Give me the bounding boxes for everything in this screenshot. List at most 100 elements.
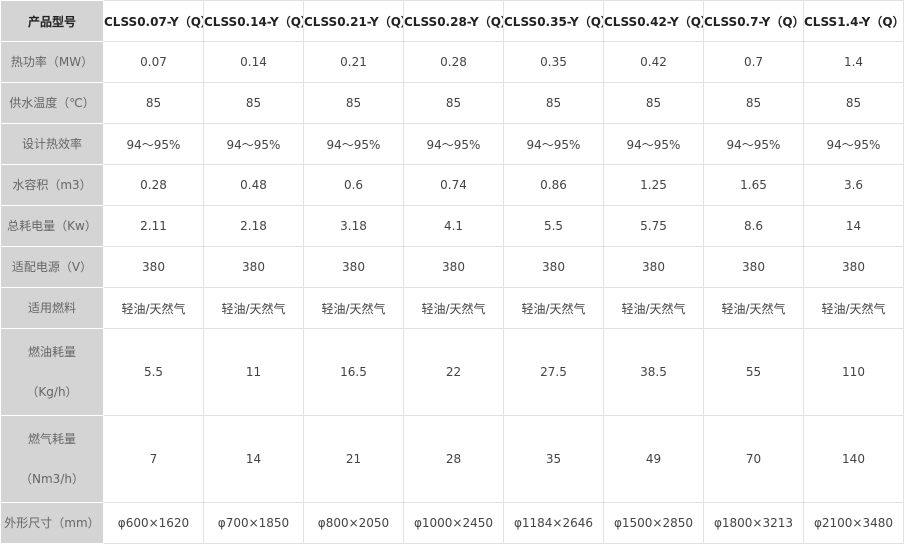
data-cell: 轻油/天然气 <box>803 287 904 329</box>
table-row: 燃气耗量 （Nm3/h） 7 14 21 28 35 49 70 140 <box>0 415 904 503</box>
header-cell: CLSS1.4-Y（Q） <box>803 0 904 42</box>
data-cell: 5.75 <box>603 205 704 247</box>
data-cell: 0.14 <box>203 41 304 83</box>
data-cell: 轻油/天然气 <box>703 287 804 329</box>
data-cell: φ1500×2850 <box>603 502 704 544</box>
table-row: 适配电源（V） 380 380 380 380 380 380 380 380 <box>0 246 904 288</box>
data-cell: 0.21 <box>303 41 404 83</box>
data-cell: 85 <box>803 82 904 124</box>
data-cell: 0.35 <box>503 41 604 83</box>
data-cell: φ700×1850 <box>203 502 304 544</box>
label-line: 供水温度（℃） <box>9 96 95 110</box>
data-cell: φ2100×3480 <box>803 502 904 544</box>
row-label: 总耗电量（Kw） <box>0 205 104 247</box>
data-cell: φ600×1620 <box>103 502 204 544</box>
header-row: 产品型号 CLSS0.07-Y（Q） CLSS0.14-Y（Q） CLSS0.21-Y… <box>0 0 904 42</box>
data-cell: 27.5 <box>503 328 604 416</box>
data-cell: 380 <box>503 246 604 288</box>
data-cell: 28 <box>403 415 504 503</box>
header-cell: CLSS0.7-Y（Q） <box>703 0 804 42</box>
data-cell: 94～95% <box>503 123 604 165</box>
data-cell: 轻油/天然气 <box>603 287 704 329</box>
label-line: 适配电源（V） <box>11 260 93 274</box>
label-line: 适用燃料 <box>27 301 76 315</box>
row-label: 适用燃料 <box>0 287 104 329</box>
label-line: 外形尺寸（mm） <box>4 516 100 530</box>
data-cell: 380 <box>103 246 204 288</box>
data-cell: 0.86 <box>503 164 604 206</box>
data-cell: 2.11 <box>103 205 204 247</box>
table-row: 燃油耗量 （Kg/h） 5.5 11 16.5 22 27.5 38.5 55 110 <box>0 328 904 416</box>
data-cell: 0.48 <box>203 164 304 206</box>
header-cell: CLSS0.42-Y（Q） <box>603 0 704 42</box>
table-row: 供水温度（℃） 85 85 85 85 85 85 85 85 <box>0 82 904 124</box>
label-line: （Kg/h） <box>26 385 78 399</box>
data-cell: 380 <box>303 246 404 288</box>
data-cell: 55 <box>703 328 804 416</box>
data-cell: 4.1 <box>403 205 504 247</box>
data-cell: 94～95% <box>803 123 904 165</box>
data-cell: 85 <box>603 82 704 124</box>
data-cell: 94～95% <box>603 123 704 165</box>
table-row: 设计热效率 94～95% 94～95% 94～95% 94～95% 94～95% 94～95… <box>0 123 904 165</box>
data-cell: 85 <box>303 82 404 124</box>
data-cell: 85 <box>103 82 204 124</box>
header-cell: 产品型号 <box>0 0 104 42</box>
data-cell: 3.18 <box>303 205 404 247</box>
data-cell: 110 <box>803 328 904 416</box>
data-cell: 85 <box>703 82 804 124</box>
row-label: 适配电源（V） <box>0 246 104 288</box>
data-cell: 380 <box>703 246 804 288</box>
data-cell: 1.4 <box>803 41 904 83</box>
data-cell: 0.28 <box>103 164 204 206</box>
data-cell: 3.6 <box>803 164 904 206</box>
table-row: 总耗电量（Kw） 2.11 2.18 3.18 4.1 5.5 5.75 8.6 14 <box>0 205 904 247</box>
data-cell: 轻油/天然气 <box>503 287 604 329</box>
table-row: 水容积（m3） 0.28 0.48 0.6 0.74 0.86 1.25 1.65 3.6 <box>0 164 904 206</box>
header-cell: CLSS0.35-Y（Q） <box>503 0 604 42</box>
data-cell: 85 <box>503 82 604 124</box>
label-line: 设计热效率 <box>21 137 82 151</box>
label-line: 燃油耗量 <box>27 345 76 359</box>
data-cell: φ800×2050 <box>303 502 404 544</box>
table-row: 外形尺寸（mm） φ600×1620 φ700×1850 φ800×2050 φ1000… <box>0 502 904 544</box>
data-cell: 轻油/天然气 <box>403 287 504 329</box>
data-cell: 14 <box>803 205 904 247</box>
data-cell: 38.5 <box>603 328 704 416</box>
data-cell: 49 <box>603 415 704 503</box>
data-cell: 轻油/天然气 <box>203 287 304 329</box>
data-cell: 11 <box>203 328 304 416</box>
data-cell: 94～95% <box>703 123 804 165</box>
header-cell: CLSS0.21-Y（Q） <box>303 0 404 42</box>
row-label: 燃油耗量 （Kg/h） <box>0 328 104 416</box>
data-cell: 21 <box>303 415 404 503</box>
label-line: （Nm3/h） <box>20 472 84 486</box>
label-line: 水容积（m3） <box>12 178 92 192</box>
header-cell: CLSS0.28-Y（Q） <box>403 0 504 42</box>
data-cell: 85 <box>403 82 504 124</box>
data-cell: φ1184×2646 <box>503 502 604 544</box>
data-cell: 0.28 <box>403 41 504 83</box>
data-cell: φ1000×2450 <box>403 502 504 544</box>
data-cell: 22 <box>403 328 504 416</box>
data-cell: 35 <box>503 415 604 503</box>
data-cell: φ1800×3213 <box>703 502 804 544</box>
row-label: 热功率（MW） <box>0 41 104 83</box>
data-cell: 7 <box>103 415 204 503</box>
data-cell: 70 <box>703 415 804 503</box>
data-cell: 94～95% <box>103 123 204 165</box>
data-cell: 0.07 <box>103 41 204 83</box>
label-line: 总耗电量（Kw） <box>7 219 97 233</box>
data-cell: 轻油/天然气 <box>103 287 204 329</box>
data-cell: 94～95% <box>203 123 304 165</box>
data-cell: 0.74 <box>403 164 504 206</box>
data-cell: 94～95% <box>403 123 504 165</box>
data-cell: 140 <box>803 415 904 503</box>
row-label: 水容积（m3） <box>0 164 104 206</box>
row-label: 燃气耗量 （Nm3/h） <box>0 415 104 503</box>
label-line: 燃气耗量 <box>27 432 76 446</box>
data-cell: 0.7 <box>703 41 804 83</box>
data-cell: 5.5 <box>503 205 604 247</box>
data-cell: 0.42 <box>603 41 704 83</box>
